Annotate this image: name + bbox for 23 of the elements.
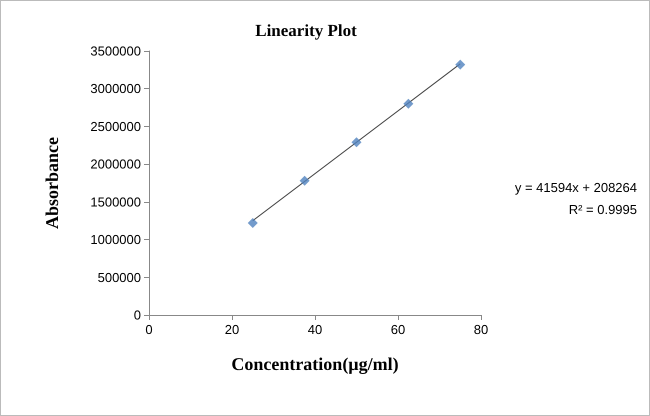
x-tick-label: 20 <box>224 322 240 337</box>
y-tick-label: 0 <box>134 308 141 322</box>
text: y = 41594x + 208264 <box>514 180 638 195</box>
y-axis-title: Absorbance <box>42 136 62 230</box>
point <box>455 60 466 70</box>
x-tick-label: 0 <box>145 322 153 337</box>
point <box>300 176 310 186</box>
text: R² = 0.9995 <box>568 202 638 217</box>
y-tick-label: 500000 <box>98 270 141 285</box>
point <box>403 98 414 109</box>
y-tick-label: 2500000 <box>90 118 141 134</box>
y-tick-label: 1000000 <box>90 232 141 248</box>
x-tick-label: 80 <box>474 322 488 337</box>
point <box>352 137 362 148</box>
y-tick-label: 1500000 <box>90 194 141 210</box>
chart-title: Linearity Plot <box>255 21 358 40</box>
x-tick-label: 40 <box>308 322 322 337</box>
y-tick-label: 3500000 <box>90 44 141 58</box>
y-tick-label: 2000000 <box>90 156 141 172</box>
x-tick-label: 60 <box>390 322 406 337</box>
x-axis-title: Concentration(µg/ml) <box>231 354 399 374</box>
y-tick-label: 3000000 <box>90 81 141 96</box>
point <box>248 218 258 228</box>
